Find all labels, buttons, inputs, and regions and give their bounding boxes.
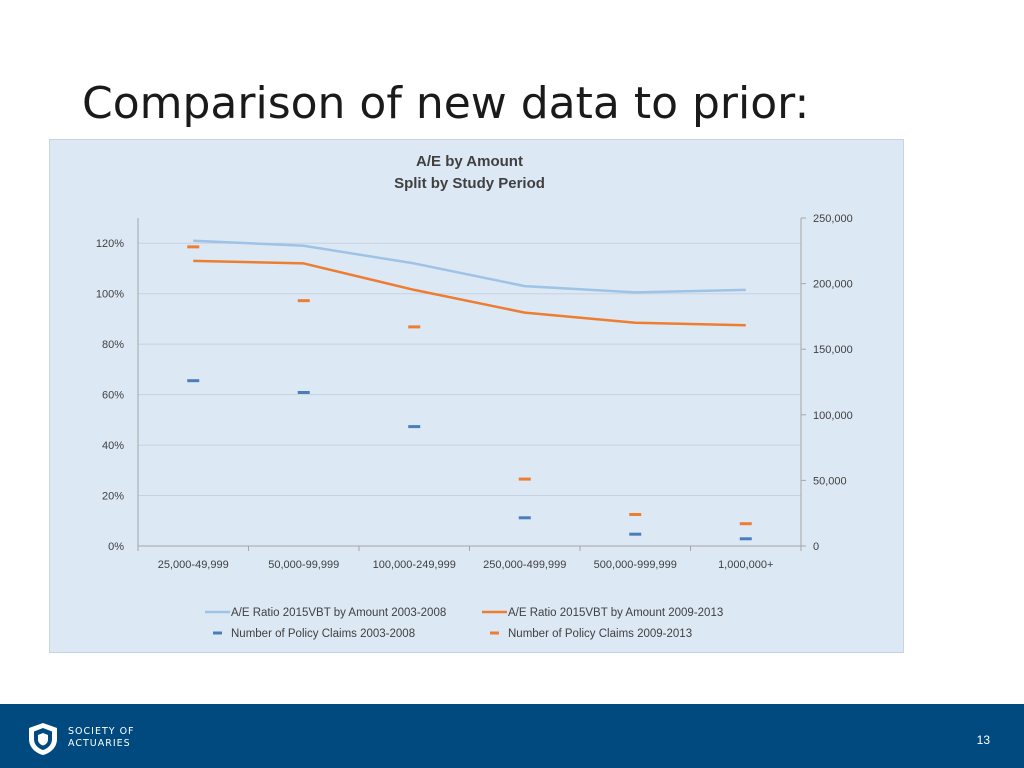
chart-subtitle: Split by Study Period bbox=[394, 175, 545, 192]
footer-bar: SOCIETY OF ACTUARIES 13 bbox=[0, 704, 1024, 768]
x-axis-tick-label: 50,000-99,999 bbox=[268, 559, 339, 571]
left-axis-tick-label: 40% bbox=[102, 440, 124, 452]
right-axis-tick-label: 200,000 bbox=[813, 279, 853, 291]
right-axis-tick-label: 0 bbox=[813, 541, 819, 553]
x-axis-tick-label: 250,000-499,999 bbox=[483, 559, 566, 571]
left-axis-tick-label: 20% bbox=[102, 491, 124, 503]
right-axis-tick-label: 150,000 bbox=[813, 344, 853, 356]
series-line-2 bbox=[193, 259, 746, 327]
x-axis-tick-label: 25,000-49,999 bbox=[158, 559, 229, 571]
legend-label: Number of Policy Claims 2009-2013 bbox=[508, 628, 692, 640]
chart-title: A/E by Amount bbox=[416, 153, 523, 170]
right-axis-tick-label: 50,000 bbox=[813, 475, 847, 487]
chart-area: A/E by Amount Split by Study Period 0% 20% 4… bbox=[49, 139, 904, 653]
left-axis-tick-label: 0% bbox=[108, 541, 124, 553]
left-axis-tick-label: 120% bbox=[96, 238, 124, 250]
page-number: 13 bbox=[976, 733, 990, 747]
right-axis-tick-label: 250,000 bbox=[813, 213, 853, 225]
right-axis-tick-label: 100,000 bbox=[813, 410, 853, 422]
x-axis-tick-label: 1,000,000+ bbox=[718, 559, 773, 571]
legend-label: Number of Policy Claims 2003-2008 bbox=[231, 628, 415, 640]
logo-text: SOCIETY OF ACTUARIES bbox=[68, 726, 135, 750]
shield-logo-icon bbox=[29, 723, 57, 755]
x-axis-tick-label: 100,000-249,999 bbox=[373, 559, 456, 571]
series-line-1 bbox=[193, 239, 746, 294]
legend-label: A/E Ratio 2015VBT by Amount 2003-2008 bbox=[231, 607, 446, 619]
left-axis-tick-label: 60% bbox=[102, 390, 124, 402]
left-axis-tick-label: 80% bbox=[102, 339, 124, 351]
slide-title: Comparison of new data to prior: bbox=[82, 78, 810, 129]
logo-text-line-2: ACTUARIES bbox=[68, 738, 131, 749]
ae-by-amount-chart: A/E by Amount Split by Study Period 0% 20% 4… bbox=[96, 153, 853, 640]
left-axis-tick-label: 100% bbox=[96, 289, 124, 301]
x-axis-tick-label: 500,000-999,999 bbox=[594, 559, 677, 571]
logo-text-line-1: SOCIETY OF bbox=[68, 726, 135, 737]
legend-label: A/E Ratio 2015VBT by Amount 2009-2013 bbox=[508, 607, 723, 619]
